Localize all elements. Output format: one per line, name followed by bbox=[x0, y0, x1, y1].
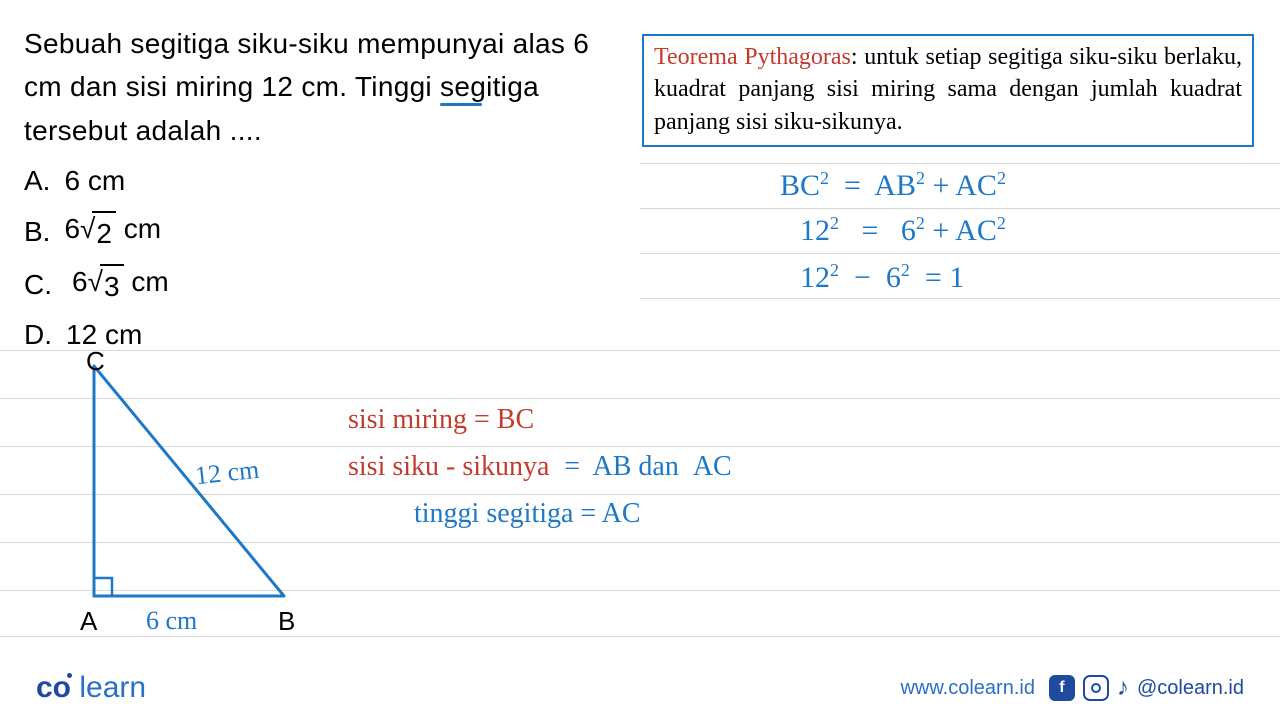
instagram-icon bbox=[1083, 675, 1109, 701]
right-angle-icon bbox=[94, 578, 112, 596]
footer-logo: co learn bbox=[36, 671, 146, 705]
option-b: B. 6√2 cm bbox=[24, 208, 424, 255]
vertex-b-label: B bbox=[278, 606, 295, 637]
footer-website: www.colearn.id bbox=[900, 677, 1035, 700]
facebook-icon: f bbox=[1049, 675, 1075, 701]
vertex-a-label: A bbox=[80, 606, 97, 637]
ruled-line bbox=[0, 636, 1280, 637]
option-a: A. 6 cm bbox=[24, 160, 424, 202]
option-b-unit: cm bbox=[124, 213, 161, 244]
eq3-text: 122 − 62 = 1 bbox=[800, 261, 964, 294]
theorem-box: Teorema Pythagoras: untuk setiap segitig… bbox=[642, 34, 1254, 147]
option-c: C. 6√3 cm bbox=[24, 261, 424, 308]
question-text: Sebuah segitiga siku-siku mempunyai alas… bbox=[24, 22, 614, 152]
option-a-letter: A. bbox=[24, 160, 50, 202]
option-c-coef: 6 bbox=[72, 266, 88, 297]
note2-blue: = AB dan AC bbox=[557, 451, 731, 482]
answer-options: A. 6 cm B. 6√2 cm C. 6√3 cm D. 12 cm bbox=[24, 160, 424, 362]
footer-bar: co learn www.colearn.id f ♪ @colearn.id bbox=[0, 664, 1280, 720]
ruled-line bbox=[640, 253, 1280, 254]
underline-accent bbox=[440, 103, 482, 106]
eq1-lhs: BC bbox=[780, 169, 820, 202]
logo-co: co bbox=[36, 671, 71, 704]
logo-dot-icon bbox=[67, 673, 72, 678]
note-line-3: tinggi segitiga = AC bbox=[414, 498, 641, 530]
ruled-line bbox=[640, 208, 1280, 209]
option-b-letter: B. bbox=[24, 211, 50, 253]
eq2-lhs: 12 bbox=[800, 214, 830, 247]
option-a-unit: cm bbox=[88, 165, 125, 196]
footer-handle: @colearn.id bbox=[1137, 677, 1244, 700]
ruled-line bbox=[640, 163, 1280, 164]
equation-line-2: 122 = 62 + AC2 bbox=[800, 213, 1006, 248]
option-c-unit: cm bbox=[131, 266, 168, 297]
option-c-radicand: 3 bbox=[100, 264, 124, 308]
option-d-unit: cm bbox=[105, 319, 142, 350]
option-c-letter: C. bbox=[24, 264, 52, 306]
triangle-diagram bbox=[84, 356, 304, 616]
theorem-title: Teorema Pythagoras bbox=[654, 44, 851, 70]
ruled-line bbox=[0, 350, 1280, 351]
tiktok-icon: ♪ bbox=[1117, 674, 1129, 702]
equation-line-3: 122 − 62 = 1 bbox=[800, 260, 964, 295]
note-line-2: sisi siku - sikunya = AB dan AC bbox=[348, 450, 732, 483]
note2-red: sisi siku - sikunya bbox=[348, 451, 549, 482]
eq2-rhs: 62 + AC2 bbox=[901, 214, 1006, 247]
logo-learn: learn bbox=[79, 671, 146, 704]
note-line-1: sisi miring = BC bbox=[348, 404, 534, 436]
base-label: 6 cm bbox=[146, 606, 197, 636]
social-icons: f ♪ @colearn.id bbox=[1049, 674, 1244, 702]
vertex-c-label: C bbox=[86, 346, 105, 377]
equation-line-1: BC2 = AB2 + AC2 bbox=[780, 168, 1006, 203]
ruled-line bbox=[640, 298, 1280, 299]
option-b-coef: 6 bbox=[64, 213, 80, 244]
option-a-value: 6 bbox=[64, 165, 80, 196]
footer-right: www.colearn.id f ♪ @colearn.id bbox=[900, 674, 1244, 702]
option-b-radicand: 2 bbox=[92, 211, 116, 255]
eq1-rhs: AB2 + AC2 bbox=[874, 169, 1006, 202]
